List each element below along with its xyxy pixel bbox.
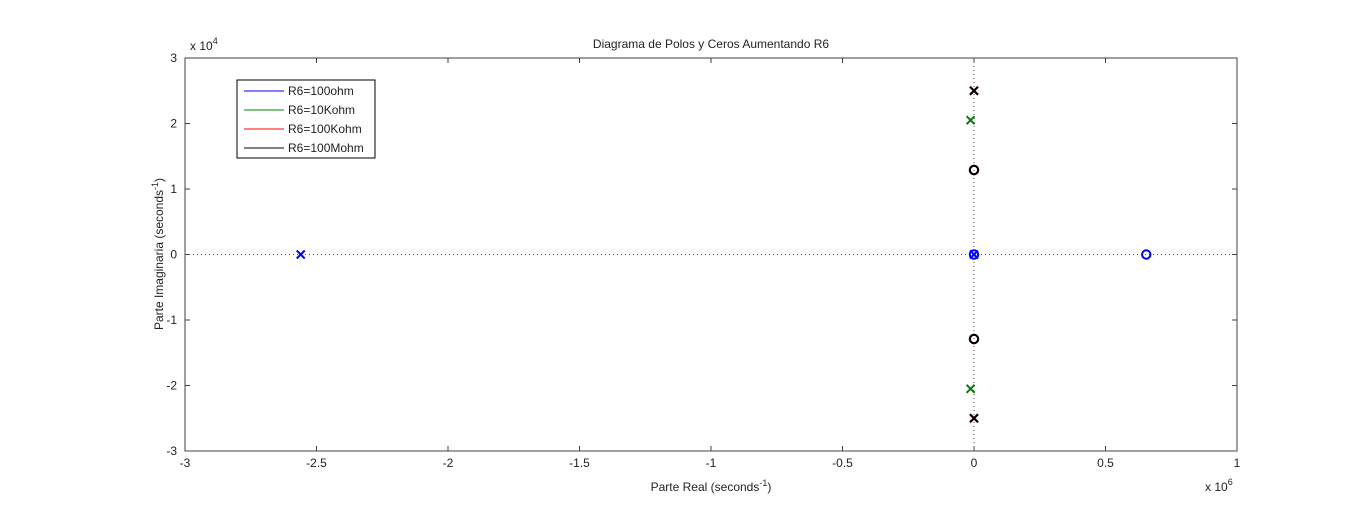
x-tick-label: -2.5 <box>306 456 327 470</box>
x-tick-label: -1.5 <box>569 456 590 470</box>
x-axis-label: Parte Real (seconds-1) <box>651 478 772 494</box>
y-tick-label: -3 <box>166 444 177 458</box>
x-exponent-label: x 106 <box>1205 477 1233 494</box>
x-tick-label: -2 <box>443 456 454 470</box>
y-tick-label: 3 <box>170 51 177 65</box>
y-tick-label: -2 <box>166 379 177 393</box>
x-tick-label: -1 <box>706 456 717 470</box>
y-tick-label: -1 <box>166 313 177 327</box>
legend: R6=100ohm R6=10Kohm R6=100Kohm R6=100Mohm <box>236 79 376 159</box>
y-axis-label: Parte Imaginaria (seconds-1) <box>150 178 166 330</box>
pole-stroke <box>969 249 979 260</box>
legend-entry-label: R6=100ohm <box>288 84 354 98</box>
y-axis-label-tail: ) <box>152 178 166 182</box>
pole-stroke <box>969 86 979 96</box>
pole-stroke <box>965 384 976 394</box>
pole-marker <box>969 413 979 423</box>
y-exponent-label: x 104 <box>190 36 218 53</box>
x-tick-label: 1 <box>1234 456 1241 470</box>
y-tick-label: 2 <box>170 117 177 131</box>
legend-items: R6=100ohm R6=10Kohm R6=100Kohm R6=100Mohm <box>244 84 364 155</box>
x-tick-label: 0 <box>971 456 978 470</box>
legend-entry-label: R6=100Mohm <box>288 141 364 155</box>
x-tick-label: -0.5 <box>832 456 853 470</box>
zero-marker <box>968 249 980 260</box>
y-tick-label: 0 <box>170 248 177 262</box>
y-exponent-power: 4 <box>213 36 218 46</box>
pole-stroke <box>965 115 976 125</box>
axis-ticks: -3 -2.5 -2 -1.5 -1 -0.5 0 0.5 1 -3 -2 -1 0 1 2 3 <box>166 51 1240 470</box>
x-axis-label-tail: ) <box>767 480 771 494</box>
pole-marker <box>969 86 979 96</box>
x-axis-label-text: Parte Real (seconds <box>651 480 760 494</box>
chart-title: Diagrama de Polos y Ceros Aumentando R6 <box>593 37 829 51</box>
x-tick-label: -3 <box>180 456 191 470</box>
zero-marker <box>968 164 980 176</box>
pole-stroke <box>296 249 306 260</box>
pole-stroke <box>969 413 979 423</box>
legend-entry-label: R6=10Kohm <box>288 103 355 117</box>
x-axis-label-sup: -1 <box>759 478 767 488</box>
pole-marker <box>296 249 306 260</box>
legend-box <box>236 79 376 159</box>
y-axis-label-text: Parte Imaginaria (seconds <box>152 190 166 330</box>
legend-entry-label: R6=100Kohm <box>288 122 362 136</box>
x-tick-label: 0.5 <box>1097 456 1114 470</box>
pole-marker <box>965 384 976 394</box>
y-tick-label: 1 <box>170 182 177 196</box>
y-axis-label-sup: -1 <box>150 182 160 190</box>
pole-zero-marks <box>296 86 1152 423</box>
y-exponent-base: x 10 <box>190 39 213 53</box>
pole-marker <box>969 249 979 260</box>
x-exponent-power: 6 <box>1228 477 1233 487</box>
zero-marker <box>1141 249 1152 260</box>
zero-marker <box>968 333 980 345</box>
pole-marker <box>965 115 976 125</box>
x-exponent-base: x 10 <box>1205 480 1228 494</box>
